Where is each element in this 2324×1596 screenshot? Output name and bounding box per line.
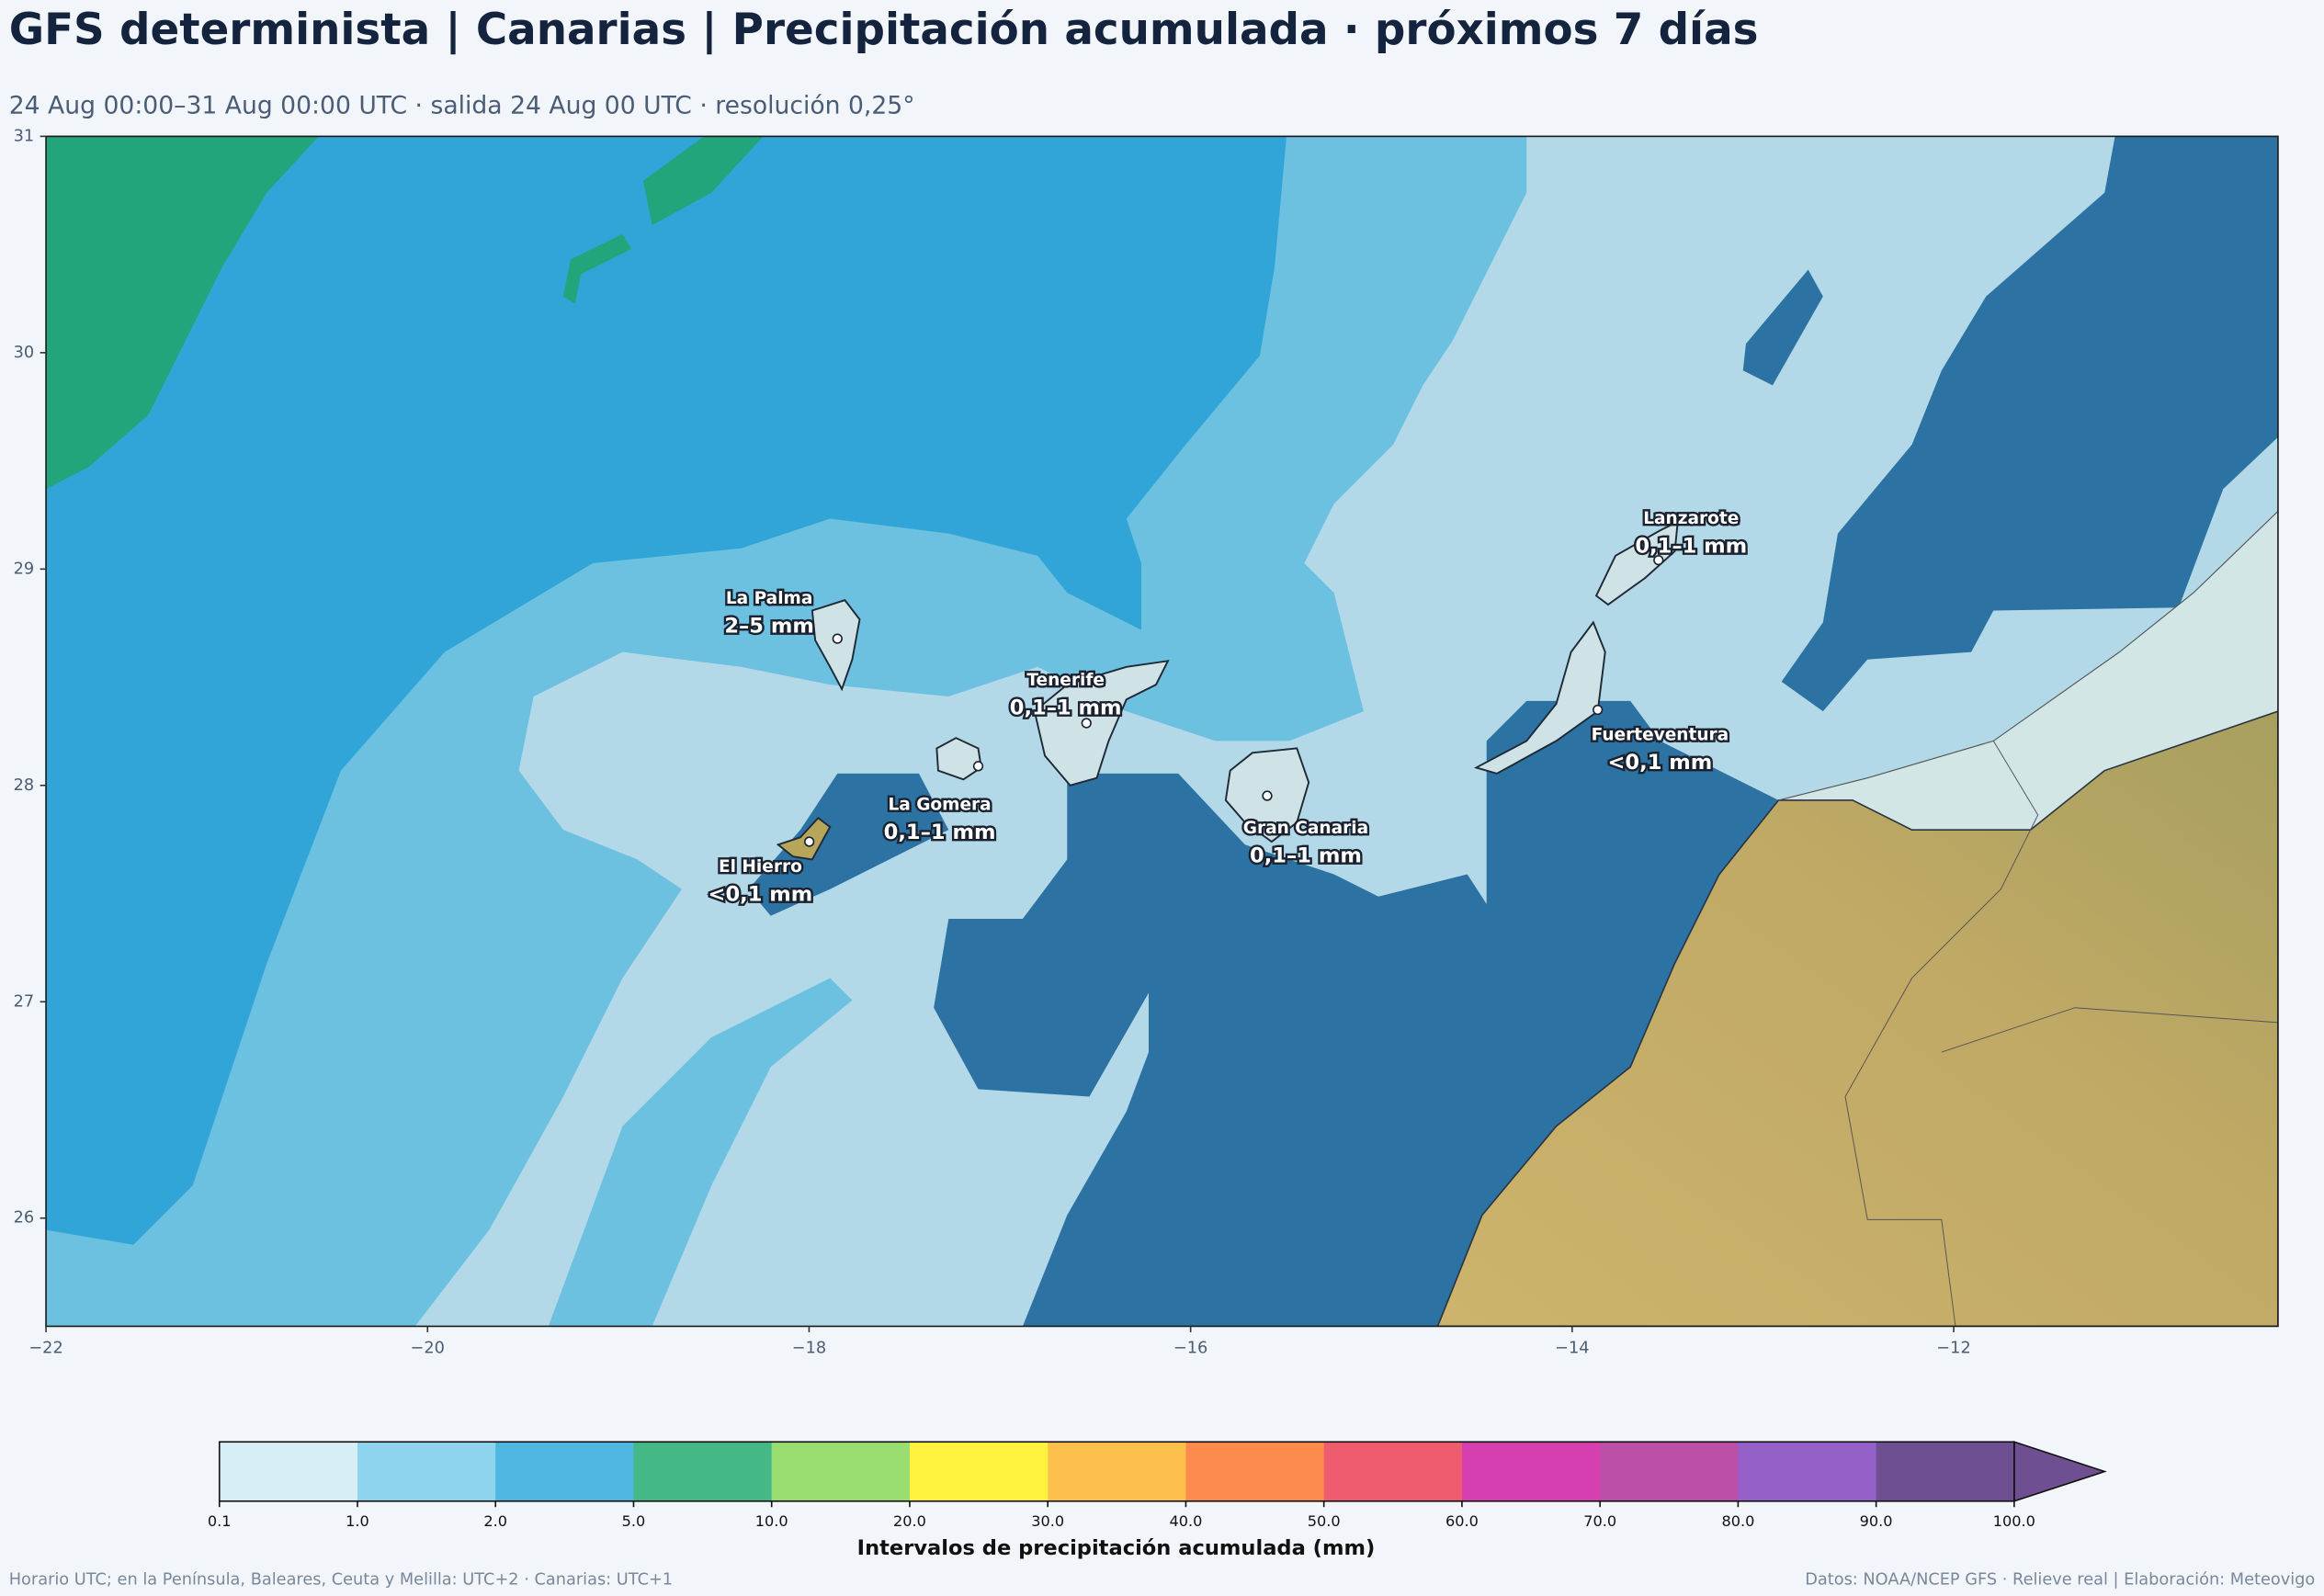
y-tick-label: 29	[14, 560, 35, 578]
x-tick-label: −12	[1936, 1340, 1970, 1358]
field-below-01	[1742, 269, 1823, 386]
colorbar-tick-label: 70.0	[1583, 1512, 1616, 1530]
island-value: 0,1–1 mm	[884, 821, 996, 844]
subtitle: 24 Aug 00:00–31 Aug 00:00 UTC · salida 2…	[9, 92, 915, 120]
island-el-hierro	[776, 816, 832, 861]
x-tick-label: −14	[1555, 1340, 1589, 1358]
y-tick-label: 30	[14, 344, 35, 362]
colorbar-tick-label: 50.0	[1308, 1512, 1341, 1530]
island-name: Tenerife	[1026, 671, 1105, 690]
island-name: La Palma	[726, 589, 813, 608]
field-below-01	[748, 773, 949, 916]
island-fuerteventura	[1473, 620, 1606, 775]
island-point	[1081, 718, 1092, 729]
colorbar-tick-label: 30.0	[1031, 1512, 1064, 1530]
border	[1844, 741, 2039, 1327]
colorbar-tick-label: 100.0	[1993, 1512, 2035, 1530]
island-point	[1593, 704, 1604, 716]
island-name: Gran Canaria	[1243, 819, 1368, 838]
colorbar-bin	[357, 1442, 497, 1501]
island-point	[972, 761, 984, 772]
colorbar-tick-label: 1.0	[346, 1512, 369, 1530]
africa	[1436, 710, 2278, 1327]
footer-left: Horario UTC; en la Península, Baleares, …	[9, 1570, 673, 1589]
island-value: 0,1–1 mm	[1010, 696, 1122, 719]
x-tick-label: −18	[792, 1340, 826, 1358]
colorbar-bin	[1323, 1442, 1463, 1501]
colorbar-bin	[1461, 1442, 1601, 1501]
colorbar-tick-label: 2.0	[483, 1512, 507, 1530]
island-point	[1653, 554, 1664, 566]
field-5-10	[643, 136, 764, 226]
footer-right: Datos: NOAA/NCEP GFS · Relieve real | El…	[1805, 1570, 2315, 1589]
island-name: Fuerteventura	[1592, 725, 1729, 744]
colorbar-bin	[771, 1442, 911, 1501]
map-field	[46, 136, 2278, 1327]
colorbar-bin	[1600, 1442, 1740, 1501]
map-frame	[45, 135, 2279, 1328]
coastline	[1778, 511, 2278, 801]
colorbar-bin	[633, 1442, 773, 1501]
title: GFS determinista | Canarias | Precipitac…	[9, 6, 1759, 55]
colorbar-tick-label: 60.0	[1445, 1512, 1479, 1530]
field-5-10	[46, 136, 319, 490]
island-tenerife	[1033, 660, 1170, 787]
colorbar-bin	[219, 1442, 358, 1501]
colorbar-extension	[2013, 1441, 2107, 1502]
colorbar-tick-label: 90.0	[1860, 1512, 1893, 1530]
y-tick-label: 26	[14, 1209, 35, 1228]
island-value: <0,1 mm	[1608, 751, 1713, 775]
colorbar-bin	[909, 1442, 1049, 1501]
border	[1941, 1007, 2278, 1053]
colorbar-frame	[218, 1441, 2015, 1502]
field-5-10	[562, 233, 632, 304]
colorbar-tick-label: 0.1	[208, 1512, 232, 1530]
island-value: 0,1–1 mm	[1635, 535, 1747, 559]
island-name: La Gomera	[888, 795, 991, 814]
field-below-01	[934, 700, 1779, 1327]
colorbar-label: Intervalos de precipitación acumulada (m…	[857, 1536, 1376, 1560]
colorbar-tick-label: 20.0	[893, 1512, 926, 1530]
island-point	[1262, 790, 1273, 801]
y-tick-label: 27	[14, 992, 35, 1011]
island-name: Lanzarote	[1643, 509, 1739, 528]
x-tick-label: −20	[411, 1340, 445, 1358]
colorbar-bin	[1876, 1442, 2015, 1501]
island-point	[804, 836, 815, 847]
y-tick-label: 28	[14, 776, 35, 795]
colorbar-tick-label: 10.0	[755, 1512, 788, 1530]
colorbar-tick-label: 80.0	[1721, 1512, 1754, 1530]
island-value: 0,1–1 mm	[1250, 844, 1362, 868]
island-point	[832, 633, 843, 644]
y-tick-label: 31	[14, 127, 35, 145]
dynamic: −22 −20 −18 −16 −14 −12 26 27 28 29 30 31 La Palma 2–…	[14, 127, 2107, 1530]
field-below-01	[1781, 136, 2278, 712]
colorbar-bin	[1738, 1442, 1877, 1501]
colorbar-bin	[495, 1442, 635, 1501]
island-value: <0,1 mm	[709, 883, 813, 907]
island-lanzarote	[1594, 520, 1679, 606]
x-tick-label: −22	[28, 1340, 62, 1358]
colorbar-tick-label: 40.0	[1169, 1512, 1202, 1530]
island-name: El Hierro	[719, 857, 802, 877]
x-tick-label: −16	[1173, 1340, 1207, 1358]
island-la-palma	[811, 599, 861, 692]
colorbar-bin	[1048, 1442, 1187, 1501]
island-value: 2–5 mm	[724, 615, 814, 639]
colorbar-tick-label: 5.0	[622, 1512, 646, 1530]
colorbar-bin	[1185, 1442, 1325, 1501]
